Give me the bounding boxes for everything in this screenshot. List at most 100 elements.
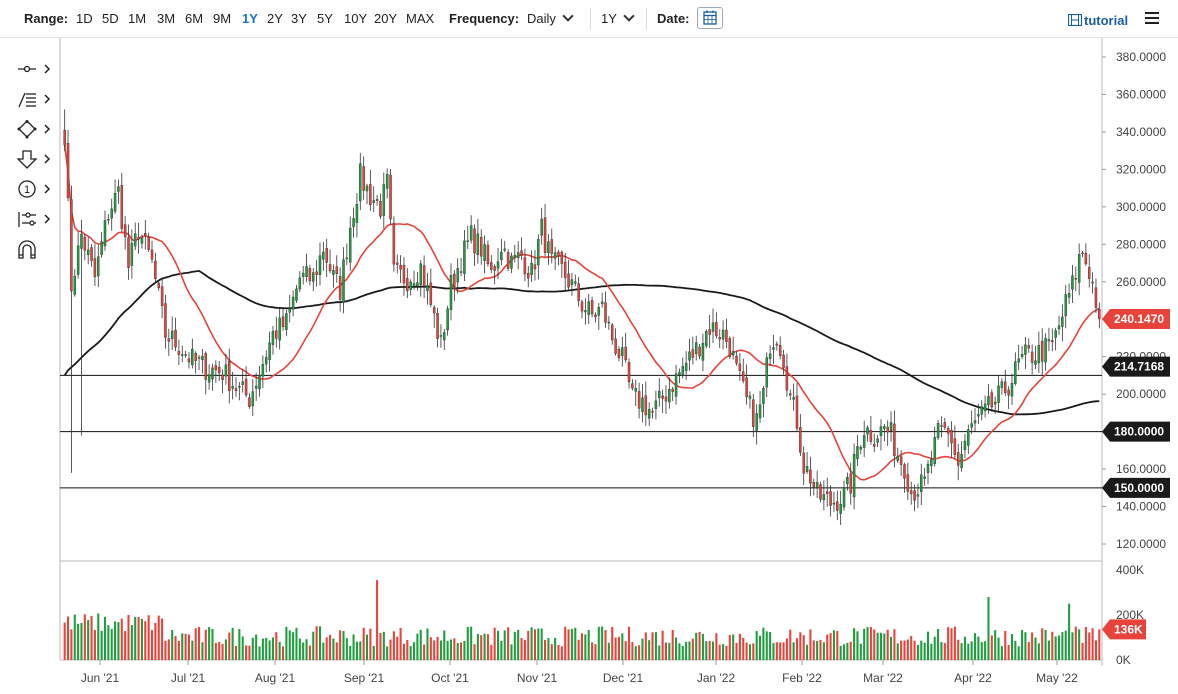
candle-body bbox=[819, 484, 822, 500]
volume-bar bbox=[980, 642, 983, 660]
volume-bar bbox=[916, 644, 919, 660]
candle-body bbox=[849, 473, 852, 494]
candle-body bbox=[701, 343, 705, 361]
range-button-9m[interactable]: 9M bbox=[213, 11, 232, 26]
crosshair-tool[interactable] bbox=[16, 60, 56, 90]
date-picker-button[interactable] bbox=[697, 7, 723, 29]
candle-body bbox=[254, 385, 258, 389]
candle-body bbox=[936, 423, 940, 438]
candle-body bbox=[1084, 252, 1088, 265]
candle-body bbox=[281, 316, 285, 328]
range-button-3m[interactable]: 3M bbox=[157, 11, 176, 26]
candle-body bbox=[140, 237, 144, 244]
volume-bar bbox=[789, 629, 792, 660]
candle-body bbox=[217, 366, 221, 374]
candle-body bbox=[627, 362, 631, 383]
period-select[interactable]: 1Y bbox=[601, 10, 635, 28]
measure-tool[interactable] bbox=[16, 210, 56, 240]
volume-bar bbox=[564, 626, 567, 660]
magnet-tool[interactable] bbox=[16, 240, 56, 270]
candle-body bbox=[752, 399, 755, 427]
volume-bar bbox=[544, 639, 547, 660]
volume-bar bbox=[641, 638, 644, 660]
volume-bar bbox=[900, 640, 903, 660]
horizontal-levels bbox=[60, 374, 1102, 489]
candle-body bbox=[970, 423, 973, 428]
volume-bar bbox=[500, 640, 503, 660]
candle-body bbox=[291, 296, 295, 310]
volume-bar bbox=[120, 618, 123, 660]
range-button-5d[interactable]: 5D bbox=[102, 11, 119, 26]
volume-bar bbox=[926, 631, 930, 660]
volume-bar bbox=[557, 644, 560, 660]
volume-bar bbox=[762, 627, 765, 660]
volume-bar bbox=[312, 631, 315, 660]
frequency-label: Frequency: bbox=[449, 11, 520, 26]
volume-bar bbox=[772, 643, 775, 660]
volume-bar bbox=[675, 637, 678, 660]
range-button-1m[interactable]: 1M bbox=[128, 11, 147, 26]
volume-bar bbox=[1010, 634, 1014, 660]
fib-tool[interactable] bbox=[16, 90, 56, 120]
volume-bar bbox=[221, 643, 224, 660]
range-button-20y[interactable]: 20Y bbox=[374, 11, 398, 26]
volume-bar bbox=[822, 642, 825, 660]
range-button-6m[interactable]: 6M bbox=[185, 11, 204, 26]
volume-bar bbox=[191, 640, 194, 660]
candle-body bbox=[328, 264, 332, 272]
candle-body bbox=[63, 129, 66, 146]
counter-tool[interactable]: 1 bbox=[16, 180, 56, 210]
volume-bar bbox=[752, 643, 755, 660]
candle-body bbox=[1047, 339, 1051, 342]
volume-bar bbox=[234, 646, 238, 660]
crosshair-tool-icon bbox=[18, 64, 51, 74]
candle-body bbox=[224, 364, 228, 377]
volume-bar bbox=[1068, 603, 1071, 660]
volume-bar bbox=[349, 645, 352, 660]
tutorial-link[interactable]: tutorial bbox=[1067, 12, 1128, 30]
candle-body bbox=[896, 456, 900, 461]
candle-body bbox=[574, 281, 577, 284]
volume-bar bbox=[728, 635, 731, 660]
range-button-2y[interactable]: 2Y bbox=[267, 11, 283, 26]
candle-body bbox=[1054, 330, 1057, 338]
menu-icon[interactable] bbox=[1145, 12, 1159, 24]
candle-body bbox=[301, 272, 305, 277]
range-button-max[interactable]: MAX bbox=[406, 11, 435, 26]
frequency-select[interactable]: Daily bbox=[527, 10, 574, 28]
range-button-5y[interactable]: 5Y bbox=[317, 11, 333, 26]
candle-body bbox=[987, 396, 990, 406]
volume-bar bbox=[597, 626, 600, 660]
candle-body bbox=[147, 236, 150, 250]
volume-tick-label: 200K bbox=[1116, 608, 1144, 622]
volume-bar bbox=[795, 638, 799, 660]
candle-body bbox=[708, 329, 711, 335]
volume-bar bbox=[957, 639, 960, 660]
volume-bar bbox=[463, 640, 466, 660]
range-button-3y[interactable]: 3Y bbox=[291, 11, 307, 26]
volume-bar bbox=[1078, 629, 1081, 660]
range-button-1y[interactable]: 1Y bbox=[242, 11, 258, 26]
volume-bar bbox=[241, 636, 244, 660]
measure-tool-icon bbox=[18, 212, 51, 227]
candle-body bbox=[516, 252, 520, 258]
candle-body bbox=[725, 329, 728, 342]
candle-body bbox=[684, 362, 688, 371]
range-button-10y[interactable]: 10Y bbox=[344, 11, 368, 26]
volume-bar bbox=[204, 629, 207, 660]
volume-bar bbox=[365, 634, 369, 660]
x-tick-label: Jul '21 bbox=[171, 671, 206, 685]
shapes-tool[interactable] bbox=[16, 120, 56, 150]
volume-bar bbox=[648, 640, 651, 660]
candle-body bbox=[604, 302, 607, 323]
arrow-tool[interactable] bbox=[16, 150, 56, 180]
volume-bar bbox=[449, 639, 453, 660]
volume-bar bbox=[893, 629, 896, 660]
volume-bar bbox=[1054, 636, 1057, 660]
volume-bar bbox=[255, 634, 258, 660]
volume-bar bbox=[950, 628, 953, 660]
volume-bar bbox=[806, 644, 809, 660]
candle-body bbox=[154, 260, 157, 280]
range-button-1d[interactable]: 1D bbox=[76, 11, 93, 26]
